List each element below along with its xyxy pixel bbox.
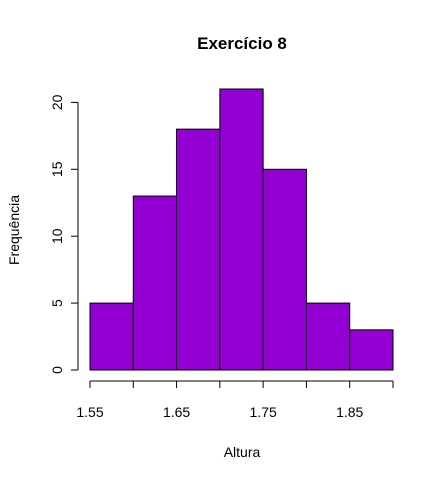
- histogram-bar-0: [90, 303, 133, 370]
- x-axis: 1.55 1.65 1.75 1.85: [76, 381, 393, 420]
- histogram-bar-1: [133, 196, 176, 370]
- histogram-bar-6: [350, 330, 393, 370]
- x-tick-label-6: 1.85: [336, 404, 363, 420]
- x-tick-label-4: 1.75: [250, 404, 277, 420]
- histogram-bar-2: [177, 129, 220, 370]
- x-tick-label-2: 1.65: [163, 404, 190, 420]
- x-tick-label-0: 1.55: [76, 404, 103, 420]
- chart-title: Exercício 8: [197, 34, 287, 53]
- y-tick-label-1: 5: [49, 299, 65, 307]
- histogram-bar-4: [263, 169, 306, 370]
- y-tick-label-3: 15: [49, 161, 65, 177]
- y-tick-label-2: 10: [49, 228, 65, 244]
- y-axis-label: Frequência: [6, 195, 22, 265]
- histogram-bar-5: [306, 303, 349, 370]
- y-tick-label-4: 20: [49, 94, 65, 110]
- histogram-bar-3: [220, 89, 263, 370]
- y-axis: 0 5 10 15 20: [49, 94, 78, 374]
- bars-layer: [90, 89, 393, 370]
- x-axis-label: Altura: [224, 444, 261, 460]
- y-tick-label-0: 0: [49, 366, 65, 374]
